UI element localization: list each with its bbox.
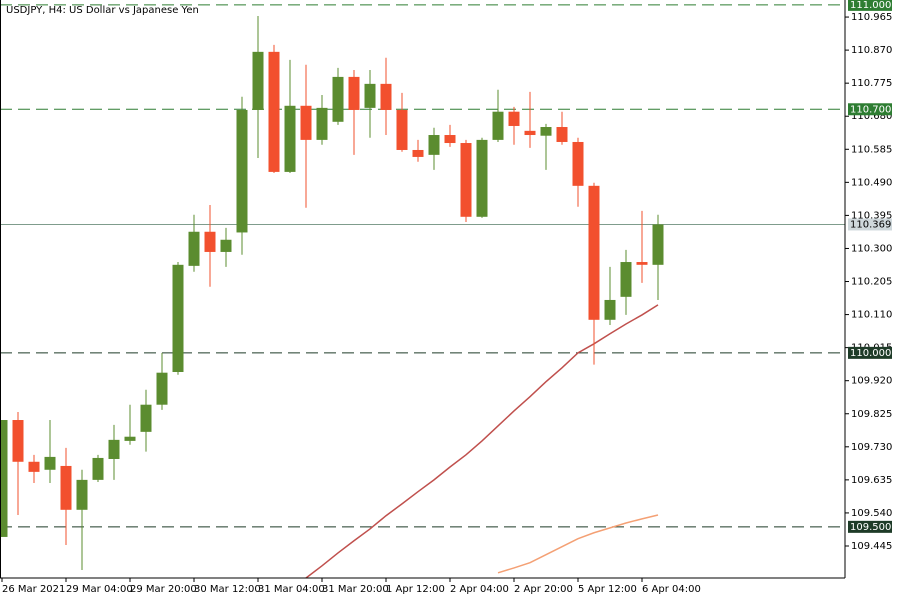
candle-body — [188, 231, 200, 266]
candle-body — [492, 111, 504, 140]
candle-body — [396, 109, 408, 150]
candle-body — [364, 83, 376, 108]
candle-body — [604, 299, 616, 320]
candle-body — [268, 51, 280, 172]
level-label-box — [848, 103, 892, 116]
y-tick-label: 110.870 — [851, 45, 892, 56]
x-tick-label: 1 Apr 12:00 — [386, 584, 445, 595]
candle-body — [28, 461, 40, 472]
y-tick-label: 109.730 — [851, 442, 892, 453]
y-tick-label: 110.775 — [851, 78, 892, 89]
x-tick-label: 29 Mar 04:00 — [66, 584, 133, 595]
y-tick-label: 110.110 — [851, 310, 892, 321]
candle-body — [60, 465, 72, 510]
level-label: 110.000 — [850, 348, 891, 359]
candle-body — [12, 420, 24, 462]
candle-body — [92, 457, 104, 480]
last-price-label: 110.369 — [850, 219, 891, 230]
moving-average — [305, 304, 659, 579]
level-label: 110.700 — [850, 104, 891, 115]
candle-body — [476, 139, 488, 217]
y-tick-label: 109.920 — [851, 376, 892, 387]
level-label: 109.500 — [850, 522, 891, 533]
level-label-box — [848, 520, 892, 533]
x-tick-label: 31 Mar 04:00 — [258, 584, 325, 595]
candle-body — [252, 51, 264, 110]
y-tick-label: 110.300 — [851, 243, 892, 254]
candle-body — [172, 264, 184, 372]
y-tick-label: 110.965 — [851, 12, 892, 23]
candle-body — [348, 76, 360, 110]
candle-body — [284, 105, 296, 172]
y-tick-label: 109.445 — [851, 541, 892, 552]
x-tick-label: 26 Mar 2021 — [2, 584, 65, 595]
level-label-box — [848, 346, 892, 359]
y-tick-label: 110.680 — [851, 111, 892, 122]
candle-body — [76, 479, 88, 510]
candle-body — [236, 109, 248, 233]
candle-body — [124, 436, 136, 441]
candle-body — [524, 130, 536, 136]
x-tick-label: 2 Apr 04:00 — [450, 584, 509, 595]
candle-body — [140, 404, 152, 432]
candle-body — [204, 231, 216, 252]
y-tick-label: 110.205 — [851, 277, 892, 288]
level-label-box — [848, 0, 892, 11]
candle-body — [508, 111, 520, 126]
x-tick-label: 6 Apr 04:00 — [642, 584, 701, 595]
x-tick-label: 5 Apr 12:00 — [578, 584, 637, 595]
x-tick-label: 30 Mar 12:00 — [194, 584, 261, 595]
candle-body — [0, 420, 8, 537]
x-tick-label: 2 Apr 20:00 — [514, 584, 573, 595]
candle-body — [316, 107, 328, 140]
y-tick-label: 109.825 — [851, 409, 892, 420]
chart-title: USDJPY, H4: US Dollar vs Japanese Yen — [6, 5, 199, 16]
candle-body — [412, 149, 424, 157]
candle-body — [636, 262, 648, 265]
candle-body — [444, 135, 456, 144]
candle-body — [156, 372, 168, 405]
x-tick-label: 29 Mar 20:00 — [130, 584, 197, 595]
y-tick-label: 109.635 — [851, 475, 892, 486]
candle-body — [332, 76, 344, 122]
candle-body — [44, 456, 56, 470]
candle-body — [460, 143, 472, 217]
candle-body — [620, 262, 632, 297]
level-label: 111.000 — [850, 0, 891, 11]
candle-body — [588, 185, 600, 320]
y-tick-label: 109.540 — [851, 508, 892, 519]
candle-body — [108, 439, 120, 459]
candle-body — [556, 127, 568, 142]
y-tick-label: 110.490 — [851, 177, 892, 188]
candle-body — [428, 135, 440, 155]
y-tick-label: 110.395 — [851, 210, 892, 221]
candle-body — [220, 239, 232, 252]
candle-body — [540, 127, 552, 136]
y-tick-label: 110.585 — [851, 144, 892, 155]
candle-body — [300, 105, 312, 140]
candle-body — [572, 141, 584, 186]
candle-body — [380, 83, 392, 110]
x-tick-label: 31 Mar 20:00 — [322, 584, 389, 595]
moving-average — [497, 514, 659, 574]
last-price-box — [848, 218, 892, 231]
candle-body — [652, 224, 664, 265]
